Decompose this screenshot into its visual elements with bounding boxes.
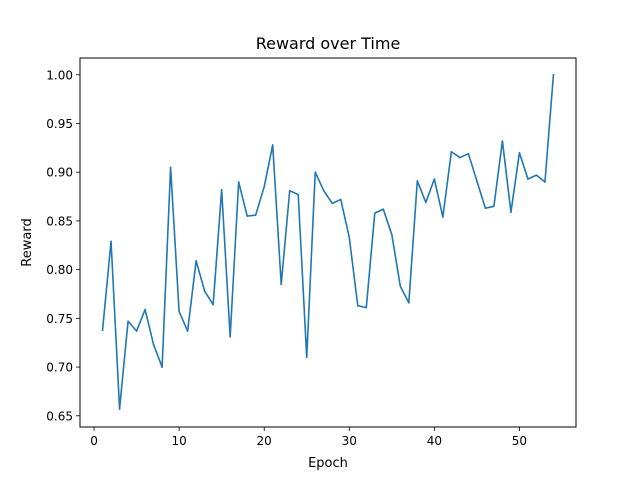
data-point (195, 260, 197, 262)
y-tick-label: 0.70 (46, 361, 73, 375)
data-point (322, 189, 325, 192)
data-point (331, 202, 334, 205)
x-tick-label: 10 (171, 434, 186, 448)
y-tick-label: 0.80 (46, 263, 73, 277)
data-point (459, 156, 461, 159)
x-axis-label: Epoch (308, 456, 348, 471)
data-point (220, 188, 223, 191)
data-point (450, 150, 453, 153)
data-point (169, 166, 172, 169)
y-axis-label: Reward (20, 218, 35, 266)
data-point (527, 178, 529, 180)
data-point (552, 73, 555, 76)
data-point (254, 214, 257, 216)
data-point (416, 180, 419, 182)
data-point (476, 180, 478, 182)
x-tick-label: 0 (90, 434, 98, 448)
x-tick-label: 50 (512, 434, 527, 448)
x-tick-label: 30 (342, 434, 357, 448)
data-point (314, 171, 317, 173)
data-point (288, 189, 291, 192)
data-point (535, 174, 538, 176)
data-point (510, 211, 512, 213)
data-point (203, 290, 206, 292)
data-point (425, 201, 427, 204)
data-point (544, 181, 546, 183)
data-point (152, 343, 155, 346)
data-point (442, 216, 444, 218)
data-point (271, 144, 274, 146)
y-tick-label: 0.65 (46, 409, 73, 423)
data-point (433, 178, 436, 180)
y-tick-label: 0.90 (46, 166, 73, 180)
data-point (493, 205, 495, 208)
data-point (356, 304, 359, 307)
data-point (484, 207, 487, 210)
data-point (237, 181, 240, 183)
data-point (280, 283, 283, 286)
data-point (246, 215, 248, 217)
x-tick-label: 40 (427, 434, 442, 448)
data-point (110, 240, 112, 243)
data-point (229, 336, 231, 338)
axes-frame (79, 57, 577, 428)
data-point (212, 303, 214, 306)
data-point (263, 186, 265, 188)
data-point (467, 152, 470, 155)
data-point (186, 330, 189, 332)
y-tick-label: 0.85 (46, 214, 73, 228)
x-tick-label: 20 (257, 434, 272, 448)
data-point (127, 320, 129, 323)
data-point (501, 140, 504, 142)
y-axis: 0.65 0.70 0.75 0.80 0.85 0.90 0.95 1.00 (46, 68, 80, 423)
data-point (101, 329, 104, 331)
data-point (297, 193, 300, 196)
chart-title: Reward over Time (256, 34, 401, 53)
data-point (348, 236, 351, 239)
data-point (365, 306, 368, 309)
data-point (118, 408, 121, 410)
data-point (518, 151, 521, 154)
data-point (399, 285, 402, 288)
data-point (408, 301, 410, 304)
data-point (339, 198, 342, 201)
plot-area (101, 73, 555, 410)
data-point (178, 310, 180, 313)
y-tick-label: 1.00 (46, 68, 73, 82)
y-tick-label: 0.95 (46, 117, 73, 131)
data-point (144, 308, 146, 311)
data-point (161, 366, 163, 368)
data-point (382, 208, 385, 211)
x-axis: 0 10 20 30 40 50 (90, 427, 527, 448)
data-point (305, 356, 308, 359)
y-tick-label: 0.75 (46, 312, 73, 326)
data-point (391, 233, 393, 236)
data-point (373, 212, 376, 214)
data-point (135, 330, 138, 332)
series-line-0 (101, 73, 555, 410)
